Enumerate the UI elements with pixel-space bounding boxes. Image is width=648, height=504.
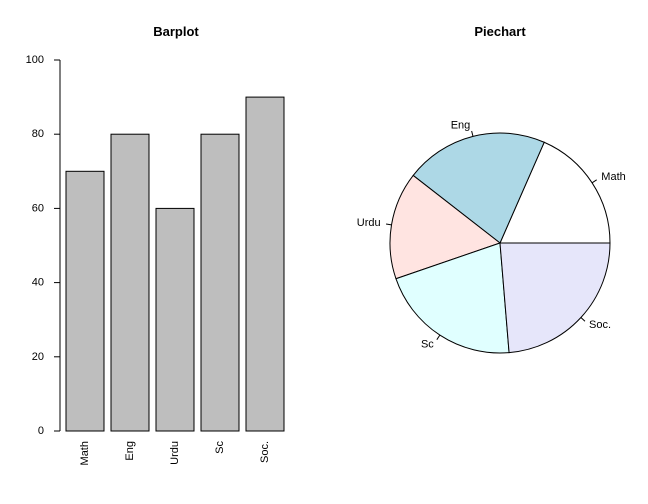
y-tick-label: 0	[38, 425, 44, 437]
pie-label: Soc.	[589, 319, 611, 331]
barplot-x-labels: Math Eng Urdu Sc Soc.	[79, 441, 271, 466]
pie-label-tick	[436, 334, 441, 340]
barplot-y-axis: 0 20 40 60 80 100	[26, 54, 61, 437]
bar-eng	[110, 133, 150, 432]
x-tick-label: Eng	[124, 441, 136, 461]
y-tick-label: 100	[26, 54, 44, 66]
bar-math	[65, 170, 105, 432]
y-tick-label: 60	[32, 202, 44, 214]
pie-slice-sc	[395, 242, 510, 354]
bar-soc	[245, 96, 285, 432]
pie-slice-urdu	[389, 174, 502, 280]
x-tick-label: Urdu	[169, 441, 181, 465]
piechart-slices	[389, 132, 611, 354]
pie-slice-eng	[412, 132, 545, 244]
x-tick-label: Sc	[214, 441, 226, 454]
pie-label: Urdu	[357, 217, 381, 229]
y-tick-label: 40	[32, 277, 44, 289]
piechart-labels: Math Eng Urdu Sc Soc.	[357, 120, 626, 351]
pie-label-tick	[385, 223, 392, 226]
bar-sc	[200, 133, 240, 432]
y-tick-label: 80	[32, 128, 44, 140]
pie-label-tick	[591, 179, 597, 184]
pie-label-tick	[471, 130, 474, 137]
piechart-title: Piechart	[474, 24, 526, 39]
barplot-bars	[65, 96, 285, 432]
barplot-panel: Barplot 0 20 40 60 80 100 Math Eng Urdu Sc Soc.	[26, 24, 285, 466]
x-tick-label: Math	[79, 441, 91, 465]
pie-slice-soc	[499, 242, 611, 354]
bar-urdu	[155, 207, 195, 432]
pie-label-tick	[580, 317, 586, 322]
pie-label: Eng	[451, 120, 471, 132]
piechart-panel: Piechart Math Eng Urdu Sc Soc.	[357, 24, 626, 354]
barplot-title: Barplot	[153, 24, 199, 39]
pie-slice-math	[499, 141, 611, 244]
pie-label: Math	[601, 171, 625, 183]
pie-label: Sc	[421, 338, 434, 350]
y-tick-label: 20	[32, 351, 44, 363]
x-tick-label: Soc.	[259, 441, 271, 463]
